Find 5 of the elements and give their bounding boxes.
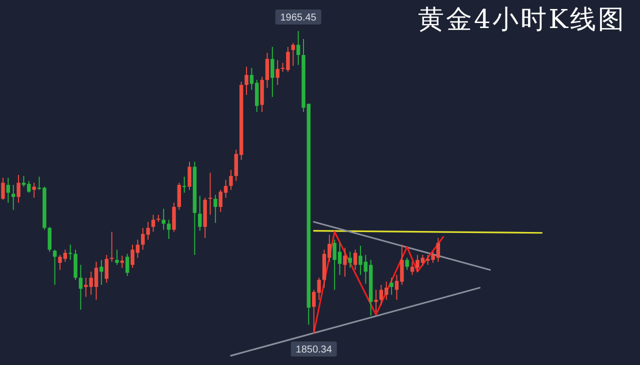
annotation: 1965.45	[280, 12, 317, 24]
annotation: 1850.34	[296, 344, 332, 356]
annotation: 1850.34	[290, 342, 337, 356]
annotation: 1965.45	[275, 10, 322, 24]
chart-title: 黄金4小时K线图	[418, 5, 626, 35]
